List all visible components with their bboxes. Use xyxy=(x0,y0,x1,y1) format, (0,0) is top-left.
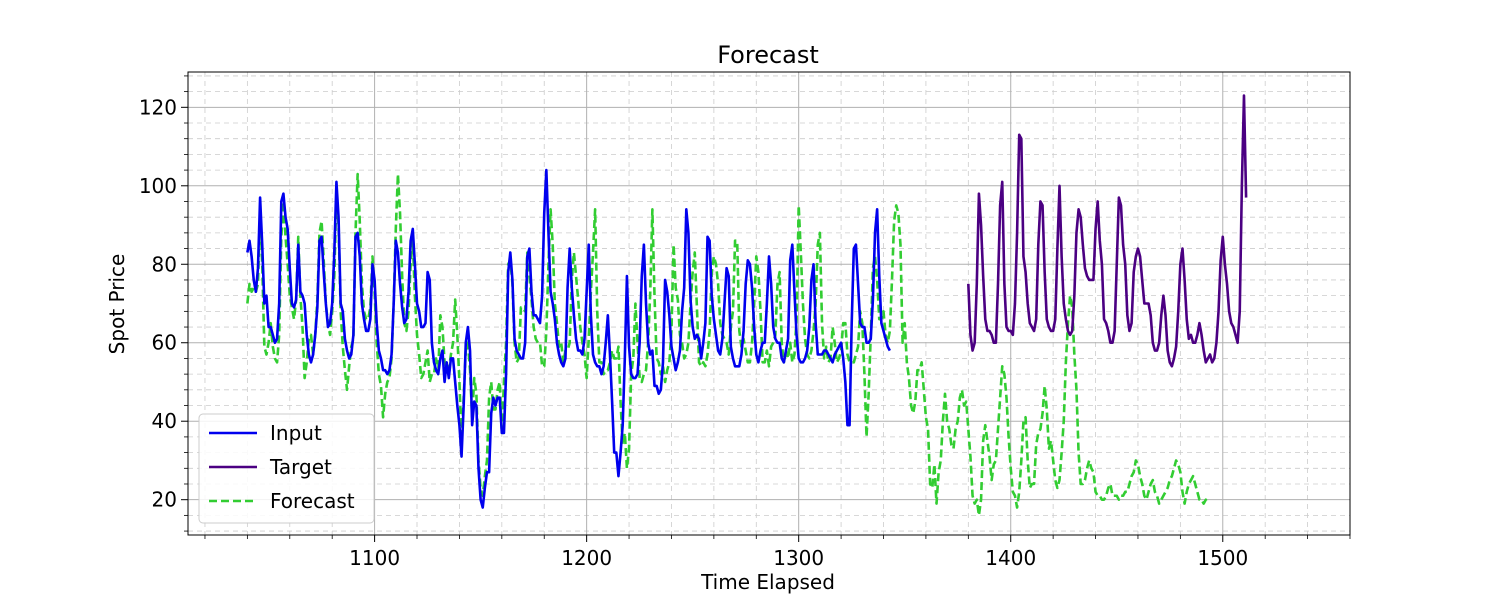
series-line-target xyxy=(967,94,1248,368)
x-axis-label: Time Elapsed xyxy=(700,570,835,594)
minor-grid xyxy=(188,72,1351,535)
series-layer xyxy=(246,94,1248,517)
legend-box xyxy=(198,413,375,524)
y-tick-label: 100 xyxy=(139,174,177,198)
x-tick-label: 1200 xyxy=(561,546,612,570)
y-tick-label: 40 xyxy=(152,409,177,433)
x-tick-label: 1300 xyxy=(773,546,824,570)
y-tick-label: 20 xyxy=(152,488,177,512)
axis-ticks: 1100 1200 1300 1400 1500 20 40 60 80 100 120 xyxy=(139,75,1351,570)
series-line-forecast xyxy=(246,172,1210,517)
plot-frame xyxy=(187,71,1351,536)
x-tick-label: 1100 xyxy=(349,546,400,570)
series-line-input xyxy=(246,168,892,509)
chart-title: Forecast xyxy=(717,41,819,69)
legend: Input Target Forecast xyxy=(198,413,375,524)
y-tick-label: 120 xyxy=(139,95,177,119)
y-tick-label: 60 xyxy=(152,331,177,355)
x-tick-label: 1400 xyxy=(985,546,1036,570)
y-axis-label: Spot Price xyxy=(105,254,129,355)
legend-label-input: Input xyxy=(270,421,322,445)
legend-label-target: Target xyxy=(269,455,332,479)
x-tick-label: 1500 xyxy=(1197,546,1248,570)
y-tick-label: 80 xyxy=(152,252,177,276)
legend-label-forecast: Forecast xyxy=(270,489,355,513)
